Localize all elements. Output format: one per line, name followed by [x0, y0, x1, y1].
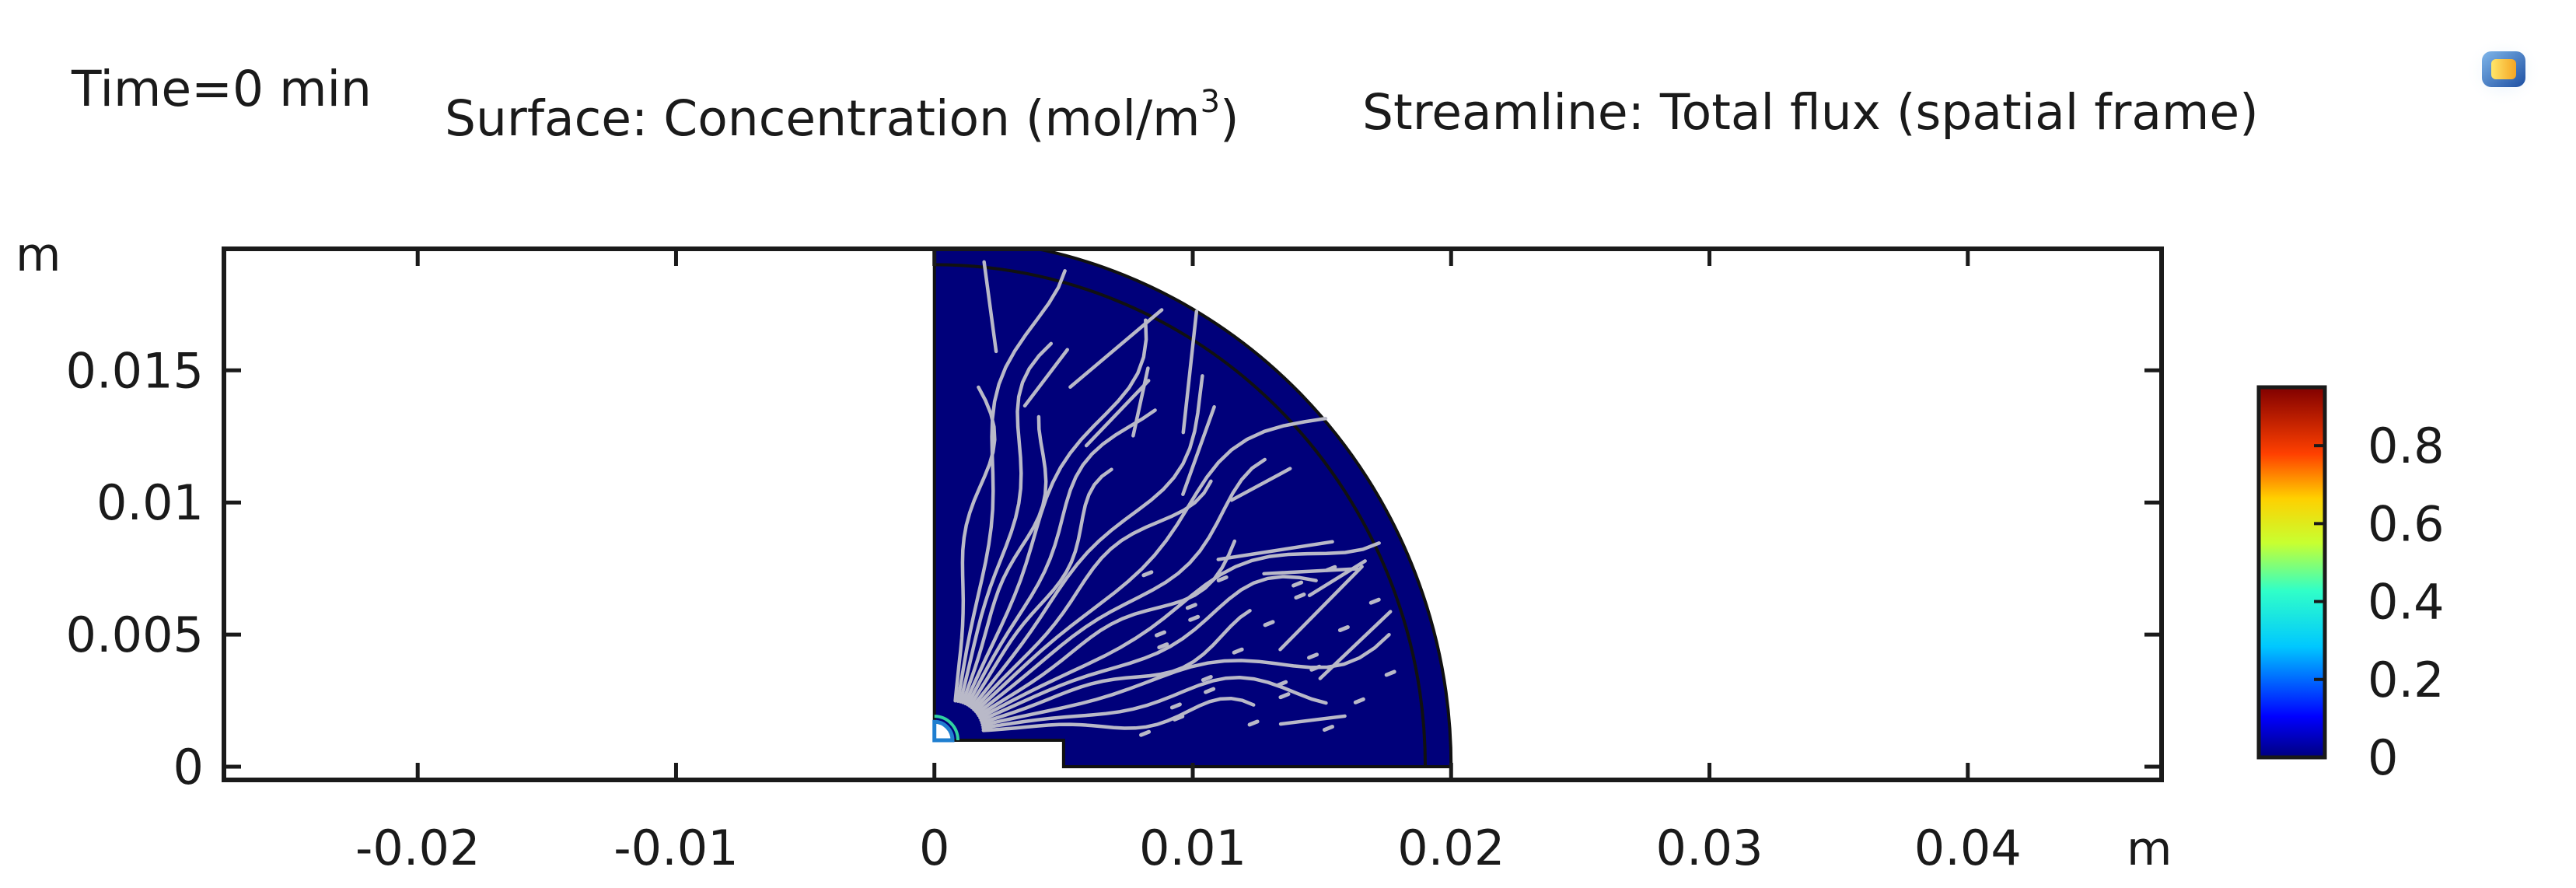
colorbar-tick-label: 0.2	[2368, 652, 2445, 708]
streamline-fragment	[1384, 669, 1396, 677]
streamline	[966, 408, 1157, 707]
streamline-fragment	[1307, 652, 1319, 660]
streamline-expression-label: Streamline: Total flux (spatial frame)	[1362, 84, 2259, 141]
streamline	[1068, 308, 1164, 390]
streamline-fragment	[1204, 687, 1216, 694]
streamline-fragment	[1247, 719, 1260, 727]
x-tick-label: 0	[919, 820, 949, 876]
streamline	[1216, 540, 1334, 561]
streamline-fragment	[1263, 620, 1275, 628]
y-tick-label: 0.015	[66, 342, 204, 399]
x-tick-label: 0.03	[1656, 820, 1763, 876]
streamline	[961, 414, 1048, 704]
streamline	[1262, 567, 1359, 576]
streamline-fragment	[1325, 565, 1337, 572]
streamline	[956, 269, 1067, 703]
streamline-fragment	[1353, 697, 1365, 704]
streamline-fragment	[1141, 570, 1154, 578]
colorbar-tick-label: 0.8	[2368, 418, 2445, 474]
x-tick-label: -0.02	[355, 820, 480, 876]
colorbar-tick-label: 0.4	[2368, 574, 2445, 631]
x-tick-label: 0.04	[1914, 820, 2022, 876]
streamline	[1307, 559, 1367, 597]
streamline	[1022, 348, 1069, 408]
streamline-fragment	[1278, 692, 1291, 700]
colorbar-gradient	[2256, 385, 2327, 760]
y-axis-ticks: 0 0.005 0.01 0.015	[66, 342, 2162, 795]
streamline-fragment	[1188, 614, 1201, 622]
streamline-fragment	[1309, 664, 1322, 672]
colorbar-ticks: 0 0.2 0.4 0.6 0.8	[2314, 418, 2445, 786]
x-axis-ticks: -0.02 -0.01 0 0.01 0.02 0.03 0.04	[355, 249, 2022, 876]
x-axis-unit-label: m	[2127, 822, 2172, 876]
streamline-fragment	[1169, 702, 1182, 710]
flux-streamlines	[953, 260, 1396, 737]
injection-well	[932, 719, 955, 743]
colorbar: 0 0.2 0.4 0.6 0.8	[2256, 385, 2445, 786]
streamline	[979, 575, 1318, 722]
streamline-fragment	[1291, 580, 1304, 588]
streamline	[973, 416, 1328, 713]
streamline	[1229, 467, 1292, 502]
colorbar-tick-label: 0	[2368, 729, 2398, 786]
streamline	[958, 341, 1054, 704]
y-tick-label: 0.01	[96, 474, 204, 531]
streamline	[981, 696, 1256, 732]
x-tick-label: 0.02	[1397, 820, 1505, 876]
streamline-fragment	[1201, 675, 1213, 683]
streamline	[953, 385, 997, 703]
well-contour	[934, 715, 959, 741]
streamline-fragment	[1185, 603, 1197, 610]
x-tick-label: 0.01	[1139, 820, 1246, 876]
concentration-domain	[932, 249, 1453, 769]
streamline	[967, 467, 1113, 708]
plot-title-row: Time=0 min Surface: Concentration (mol/m…	[0, 0, 2576, 156]
streamline	[977, 539, 1237, 718]
outer-domain	[932, 249, 1453, 769]
streamline	[978, 541, 1381, 720]
surface-expression-label: Surface: Concentration (mol/m3)	[445, 84, 1239, 147]
y-axis-unit-label: m	[16, 228, 61, 282]
streamline	[1318, 610, 1393, 680]
streamline	[981, 676, 1328, 730]
streamline-fragment	[1368, 597, 1381, 605]
streamline	[1084, 379, 1151, 448]
streamline	[1181, 405, 1216, 496]
streamline-fragment	[1154, 630, 1166, 638]
colorbar-tick-label: 0.6	[2368, 495, 2445, 552]
surface-label-prefix: Surface: Concentration (mol/m	[445, 90, 1201, 147]
streamline	[1131, 366, 1150, 438]
streamline	[970, 374, 1204, 710]
inner-boundary	[934, 263, 1428, 767]
streamline-fragment	[1294, 593, 1306, 600]
streamline-fragment	[1276, 680, 1288, 687]
surface-label-suffix: )	[1220, 90, 1239, 147]
streamline	[982, 260, 998, 354]
streamline-fragment	[1322, 725, 1334, 732]
streamline-fragment	[1139, 729, 1152, 737]
streamline	[1181, 309, 1199, 435]
streamline	[972, 479, 1213, 711]
streamline-fragment	[1173, 714, 1185, 722]
streamline-fragment	[1232, 647, 1244, 655]
time-label: Time=0 min	[72, 61, 372, 117]
surface-label-exponent: 3	[1200, 84, 1221, 120]
streamline	[980, 609, 1252, 725]
streamline-fragment	[1157, 642, 1169, 650]
streamline	[1278, 565, 1364, 652]
streamline	[1278, 714, 1347, 726]
streamline-fragment	[1337, 625, 1350, 633]
x-tick-label: -0.01	[613, 820, 738, 876]
comsol-graphics-icon[interactable]	[2463, 31, 2544, 109]
streamline	[975, 457, 1267, 715]
y-tick-label: 0	[173, 739, 204, 795]
streamline-fragment	[1216, 575, 1229, 582]
y-tick-label: 0.005	[66, 607, 204, 663]
